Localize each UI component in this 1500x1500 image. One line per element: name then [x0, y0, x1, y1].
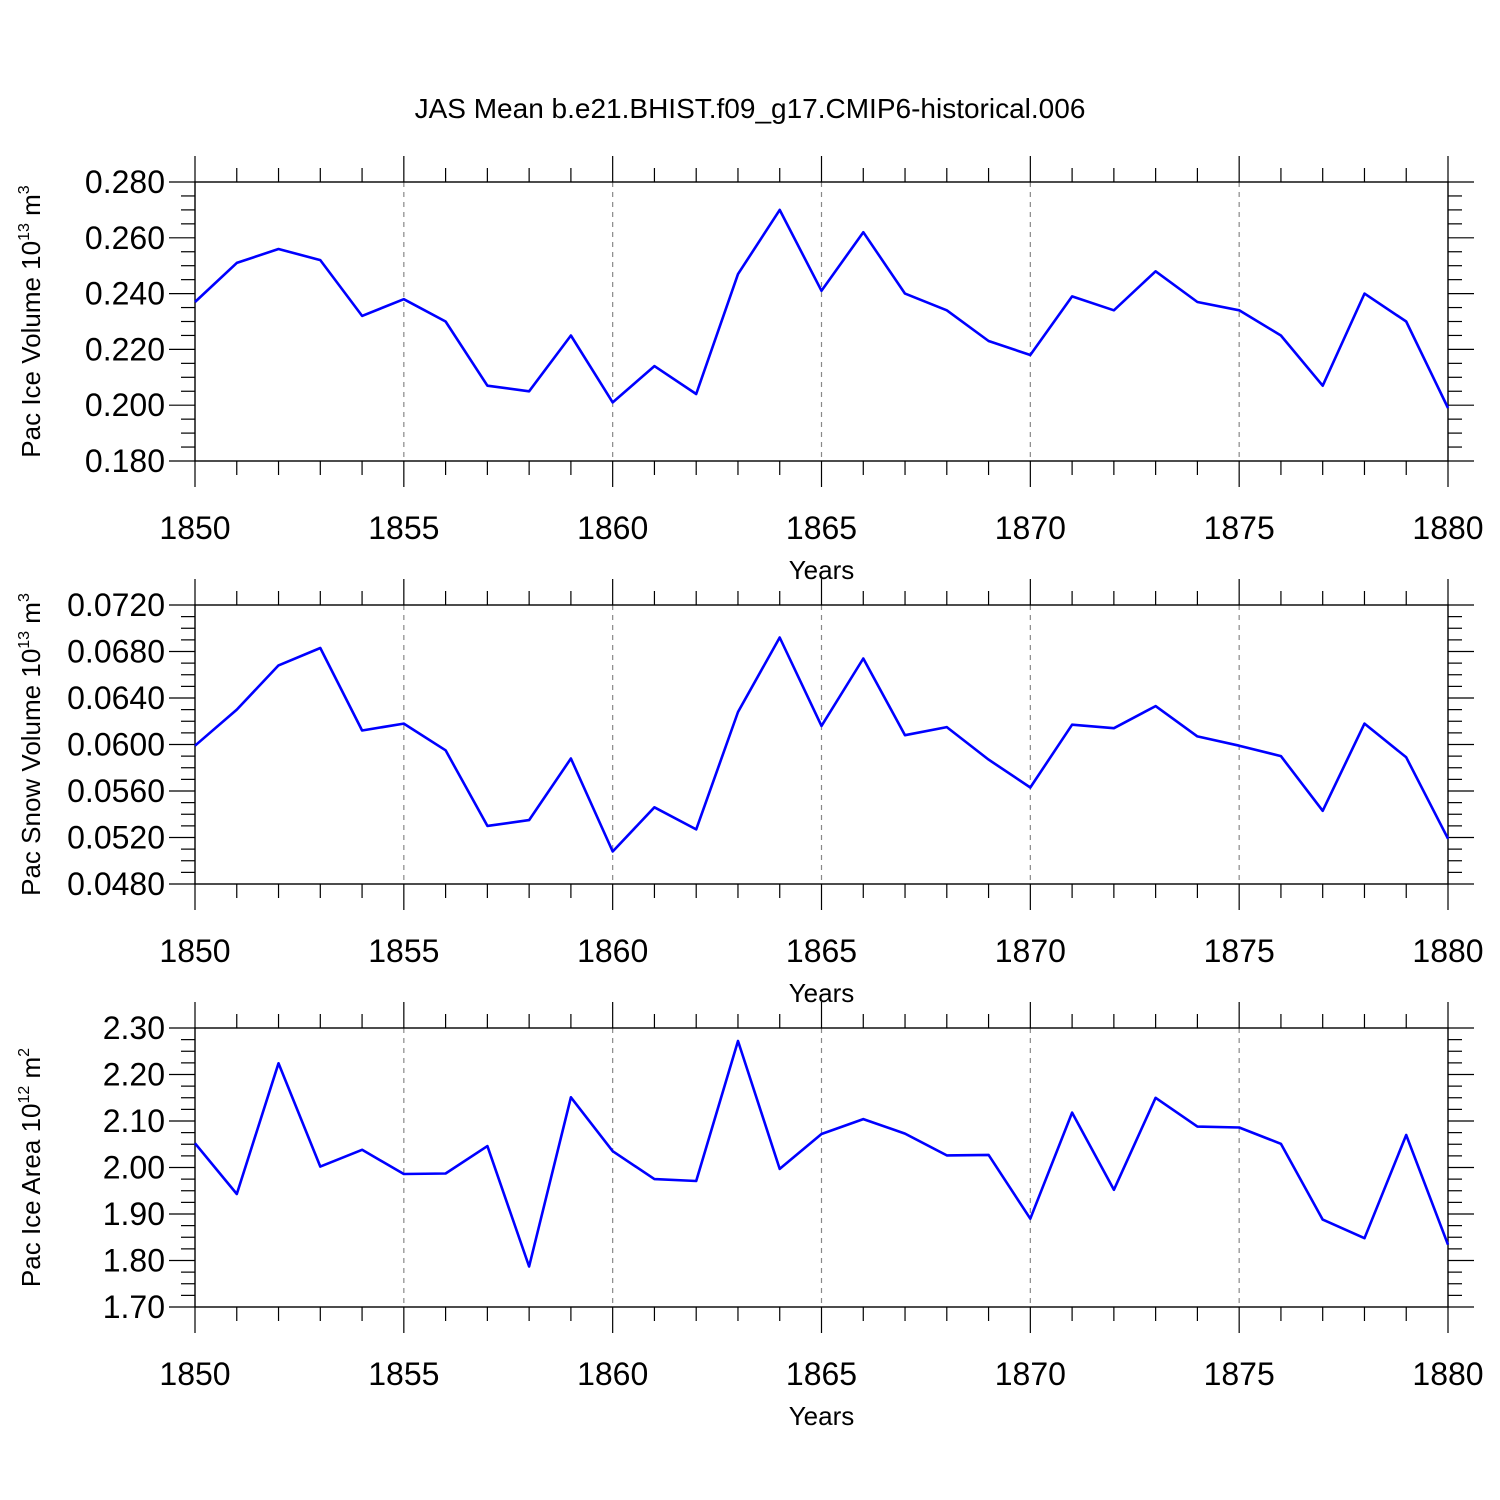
y-tick-label: 0.0640: [67, 680, 165, 716]
x-tick-label: 1870: [995, 933, 1066, 969]
x-tick-label: 1875: [1204, 933, 1275, 969]
x-axis-title: Years: [789, 1401, 855, 1431]
x-tick-label: 1860: [577, 1356, 648, 1392]
y-tick-label: 0.240: [85, 276, 165, 312]
y-tick-label: 1.80: [103, 1243, 165, 1279]
y-tick-label: 0.180: [85, 443, 165, 479]
x-tick-label: 1880: [1412, 1356, 1483, 1392]
x-tick-label: 1855: [368, 933, 439, 969]
x-tick-label: 1860: [577, 933, 648, 969]
panel-3: 1.70 1.80 1.90 2.00 2.10 2.20 2.30 1850 1855 1860…: [16, 1002, 1484, 1431]
y-tick-label: 0.220: [85, 331, 165, 367]
x-tick-label: 1880: [1412, 510, 1483, 546]
x-tick-label: 1855: [368, 1356, 439, 1392]
y-tick-label: 0.0680: [67, 634, 165, 670]
y-tick-label: 0.200: [85, 387, 165, 423]
x-tick-label: 1865: [786, 510, 857, 546]
y-axis-title: Pac Ice Area 1012 m2: [16, 1048, 46, 1287]
y-tick-label: 0.0720: [67, 587, 165, 623]
x-tick-label: 1855: [368, 510, 439, 546]
y-tick-label: 0.0600: [67, 727, 165, 763]
y-tick-label: 0.0560: [67, 773, 165, 809]
y-tick-label: 0.0480: [67, 866, 165, 902]
x-tick-label: 1875: [1204, 510, 1275, 546]
y-tick-label: 2.00: [103, 1150, 165, 1186]
x-tick-label: 1865: [786, 933, 857, 969]
series-line: [194, 636, 1450, 853]
series-line: [193, 1039, 1450, 1268]
x-tick-label: 1850: [159, 510, 230, 546]
x-tick-label: 1875: [1204, 1356, 1275, 1392]
x-tick-label: 1870: [995, 510, 1066, 546]
panel-2: 0.0480 0.0520 0.0560 0.0600 0.0640 0.0680 0.07…: [16, 579, 1484, 1008]
y-tick-label: 1.70: [103, 1289, 165, 1325]
figure-title: JAS Mean b.e21.BHIST.f09_g17.CMIP6-histo…: [415, 93, 1086, 124]
x-tick-label: 1850: [159, 933, 230, 969]
y-tick-label: 2.10: [103, 1103, 165, 1139]
y-tick-label: 0.260: [85, 220, 165, 256]
series-line: [194, 208, 1450, 409]
panel-1: 0.180 0.200 0.220 0.240 0.260 0.280 1850 1855 18…: [16, 156, 1484, 585]
y-tick-label: 0.280: [85, 164, 165, 200]
y-axis-title: Pac Snow Volume 1013 m3: [16, 593, 46, 896]
x-tick-label: 1865: [786, 1356, 857, 1392]
x-tick-label: 1880: [1412, 933, 1483, 969]
x-tick-label: 1870: [995, 1356, 1066, 1392]
y-tick-label: 0.0520: [67, 820, 165, 856]
y-tick-label: 2.30: [103, 1010, 165, 1046]
x-tick-label: 1850: [159, 1356, 230, 1392]
y-axis-title: Pac Ice Volume 1013 m3: [16, 185, 46, 458]
y-tick-label: 2.20: [103, 1057, 165, 1093]
x-tick-label: 1860: [577, 510, 648, 546]
y-tick-label: 1.90: [103, 1196, 165, 1232]
